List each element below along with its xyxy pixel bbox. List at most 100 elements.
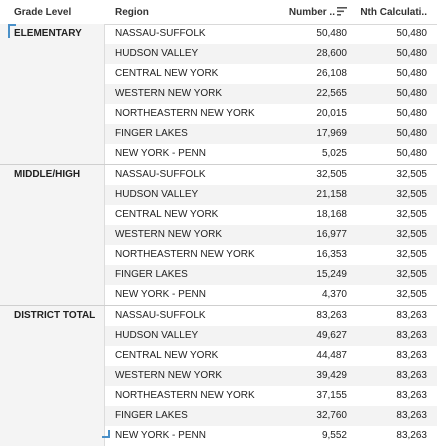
nth-calculation-cell: 50,480 <box>396 148 427 159</box>
number-cell: 18,168 <box>316 209 347 220</box>
number-cell: 16,977 <box>316 229 347 240</box>
grade-level-label: DISTRICT TOTAL <box>14 310 96 321</box>
number-cell: 15,249 <box>316 269 347 280</box>
number-cell: 28,600 <box>316 48 347 59</box>
column-header-region[interactable]: Region <box>115 7 149 18</box>
region-cell: NEW YORK - PENN <box>115 289 206 300</box>
nth-calculation-cell: 83,263 <box>396 410 427 421</box>
table-row[interactable]: CENTRAL NEW YORK 44,487 83,263 <box>105 346 437 366</box>
table-row[interactable]: HUDSON VALLEY 28,600 50,480 <box>105 44 437 64</box>
nth-calculation-cell: 32,505 <box>396 269 427 280</box>
table-row[interactable]: NASSAU-SUFFOLK 50,480 50,480 <box>105 24 437 44</box>
table-row[interactable]: NASSAU-SUFFOLK 32,505 32,505 <box>105 165 437 185</box>
table-row[interactable]: NORTHEASTERN NEW YORK 16,353 32,505 <box>105 245 437 265</box>
region-cell: NASSAU-SUFFOLK <box>115 28 206 39</box>
table-row[interactable]: NORTHEASTERN NEW YORK 37,155 83,263 <box>105 386 437 406</box>
number-cell: 9,552 <box>321 430 347 441</box>
number-cell: 49,627 <box>316 330 347 341</box>
grade-group: DISTRICT TOTAL NASSAU-SUFFOLK 83,263 83,263… <box>0 306 437 446</box>
region-cell: FINGER LAKES <box>115 410 188 421</box>
nth-calculation-cell: 50,480 <box>396 88 427 99</box>
table-row[interactable]: HUDSON VALLEY 49,627 83,263 <box>105 326 437 346</box>
grade-level-cell[interactable]: ELEMENTARY <box>0 24 105 164</box>
region-cell: CENTRAL NEW YORK <box>115 209 219 220</box>
nth-calculation-cell: 83,263 <box>396 310 427 321</box>
region-cell: NASSAU-SUFFOLK <box>115 169 206 180</box>
nth-calculation-cell: 83,263 <box>396 390 427 401</box>
nth-calculation-cell: 83,263 <box>396 330 427 341</box>
selection-handle-bottom[interactable] <box>102 430 110 438</box>
region-cell: NORTHEASTERN NEW YORK <box>115 249 255 260</box>
grade-level-cell[interactable]: DISTRICT TOTAL <box>0 306 105 446</box>
region-cell: WESTERN NEW YORK <box>115 229 223 240</box>
region-cell: WESTERN NEW YORK <box>115 88 223 99</box>
nth-calculation-cell: 32,505 <box>396 249 427 260</box>
number-cell: 17,969 <box>316 128 347 139</box>
number-cell: 39,429 <box>316 370 347 381</box>
number-cell: 20,015 <box>316 108 347 119</box>
table-row[interactable]: NEW YORK - PENN 9,552 83,263 <box>105 426 437 446</box>
region-cell: FINGER LAKES <box>115 269 188 280</box>
nth-calculation-cell: 83,263 <box>396 350 427 361</box>
number-cell: 50,480 <box>316 28 347 39</box>
number-cell: 4,370 <box>321 289 347 300</box>
grade-level-label: MIDDLE/HIGH <box>14 169 81 180</box>
nth-calculation-cell: 50,480 <box>396 108 427 119</box>
table-body: ELEMENTARY NASSAU-SUFFOLK 50,480 50,480 HUDS… <box>0 24 437 446</box>
grade-level-cell[interactable]: MIDDLE/HIGH <box>0 165 105 305</box>
region-cell: CENTRAL NEW YORK <box>115 68 219 79</box>
column-header-nth-calculation[interactable]: Nth Calculati.. <box>360 7 427 18</box>
number-cell: 16,353 <box>316 249 347 260</box>
nth-calculation-cell: 32,505 <box>396 229 427 240</box>
table-row[interactable]: CENTRAL NEW YORK 18,168 32,505 <box>105 205 437 225</box>
region-cell: WESTERN NEW YORK <box>115 370 223 381</box>
number-cell: 44,487 <box>316 350 347 361</box>
column-header-grade-level[interactable]: Grade Level <box>14 7 72 18</box>
table-row[interactable]: FINGER LAKES 15,249 32,505 <box>105 265 437 285</box>
number-cell: 83,263 <box>316 310 347 321</box>
number-cell: 21,158 <box>316 189 347 200</box>
region-cell: NEW YORK - PENN <box>115 430 206 441</box>
table-row[interactable]: WESTERN NEW YORK 39,429 83,263 <box>105 366 437 386</box>
table-row[interactable]: NASSAU-SUFFOLK 83,263 83,263 <box>105 306 437 326</box>
nth-calculation-cell: 50,480 <box>396 68 427 79</box>
region-cell: HUDSON VALLEY <box>115 48 199 59</box>
nth-calculation-cell: 83,263 <box>396 430 427 441</box>
table-row[interactable]: NORTHEASTERN NEW YORK 20,015 50,480 <box>105 104 437 124</box>
region-cell: NORTHEASTERN NEW YORK <box>115 108 255 119</box>
region-cell: FINGER LAKES <box>115 128 188 139</box>
number-cell: 32,505 <box>316 169 347 180</box>
table-row[interactable]: WESTERN NEW YORK 16,977 32,505 <box>105 225 437 245</box>
region-cell: CENTRAL NEW YORK <box>115 350 219 361</box>
selection-handle-top[interactable] <box>8 24 16 38</box>
column-header-number[interactable]: Number .. <box>289 7 347 18</box>
region-cell: HUDSON VALLEY <box>115 189 199 200</box>
table-row[interactable]: WESTERN NEW YORK 22,565 50,480 <box>105 84 437 104</box>
number-cell: 26,108 <box>316 68 347 79</box>
table-row[interactable]: HUDSON VALLEY 21,158 32,505 <box>105 185 437 205</box>
region-cell: NEW YORK - PENN <box>115 148 206 159</box>
number-cell: 5,025 <box>321 148 347 159</box>
region-cell: HUDSON VALLEY <box>115 330 199 341</box>
table-row[interactable]: FINGER LAKES 32,760 83,263 <box>105 406 437 426</box>
table-row[interactable]: CENTRAL NEW YORK 26,108 50,480 <box>105 64 437 84</box>
column-header-number-label: Number .. <box>288 7 335 18</box>
nth-calculation-cell: 32,505 <box>396 169 427 180</box>
nth-calculation-cell: 83,263 <box>396 370 427 381</box>
nth-calculation-cell: 32,505 <box>396 209 427 220</box>
number-cell: 22,565 <box>316 88 347 99</box>
number-cell: 32,760 <box>316 410 347 421</box>
nth-calculation-cell: 50,480 <box>396 128 427 139</box>
sort-descending-icon[interactable] <box>337 7 347 16</box>
grade-group: ELEMENTARY NASSAU-SUFFOLK 50,480 50,480 HUDS… <box>0 24 437 165</box>
nth-calculation-cell: 50,480 <box>396 48 427 59</box>
table-row[interactable]: NEW YORK - PENN 4,370 32,505 <box>105 285 437 305</box>
region-cell: NORTHEASTERN NEW YORK <box>115 390 255 401</box>
region-cell: NASSAU-SUFFOLK <box>115 310 206 321</box>
number-cell: 37,155 <box>316 390 347 401</box>
grade-level-label: ELEMENTARY <box>14 28 82 39</box>
table-row[interactable]: NEW YORK - PENN 5,025 50,480 <box>105 144 437 164</box>
table-header: Grade Level Region Number .. Nth Calcula… <box>0 0 437 25</box>
nth-calculation-cell: 32,505 <box>396 289 427 300</box>
table-row[interactable]: FINGER LAKES 17,969 50,480 <box>105 124 437 144</box>
